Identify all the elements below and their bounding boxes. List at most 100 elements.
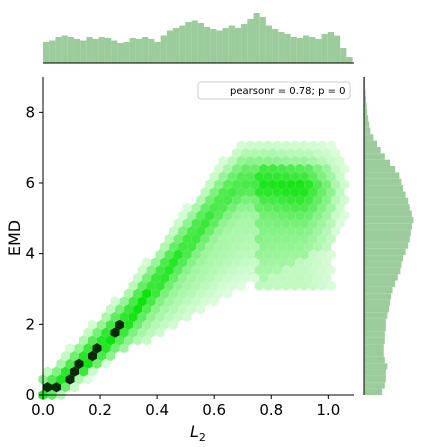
hexbin-cell xyxy=(164,233,174,245)
hexbin-cell xyxy=(286,226,296,237)
y-histogram-bar xyxy=(364,83,366,90)
y-histogram-bar xyxy=(364,115,369,122)
hexbin-cell xyxy=(106,319,116,330)
hexbin-cell xyxy=(214,272,224,284)
hexbin-cell xyxy=(196,257,206,268)
hexbin-cell xyxy=(241,179,251,190)
hexbin-cell xyxy=(236,155,246,167)
y-histogram-bar xyxy=(364,331,385,338)
hexbin-cell xyxy=(191,265,201,276)
hexbin-cell xyxy=(286,241,296,252)
hexbin-cell xyxy=(326,233,336,245)
hexbin-cell xyxy=(227,280,237,291)
x-histogram-bar xyxy=(241,24,248,63)
hexbin-cell xyxy=(277,210,287,221)
hexbin-cell xyxy=(299,218,309,229)
hexbin-cell xyxy=(322,226,332,237)
hexbin-cell xyxy=(277,163,287,174)
x-histogram-bar xyxy=(61,35,68,63)
hexbin-cell xyxy=(214,257,224,268)
hexbin-cell xyxy=(263,280,273,291)
hexbin-cell xyxy=(340,210,350,221)
y-histogram-bar xyxy=(364,121,370,128)
hexbin-cell xyxy=(124,304,134,315)
hexbin-cell xyxy=(173,280,183,291)
hexbin-cell xyxy=(218,202,228,213)
hexbin-cell xyxy=(281,155,291,167)
hexbin-cell xyxy=(241,257,251,268)
hexbin-cell xyxy=(313,226,323,237)
hexbin-cell xyxy=(214,163,224,174)
hexbin-cell xyxy=(200,265,210,276)
hexbin-cell xyxy=(286,272,296,284)
hexbin-cell xyxy=(259,148,269,159)
hexbin-cell xyxy=(245,218,255,229)
hexbin-cell xyxy=(286,148,296,159)
hexbin-cell xyxy=(79,350,88,362)
x-histogram-bar xyxy=(86,37,93,63)
hexbin-cell xyxy=(146,265,156,276)
hexbin-cell xyxy=(272,187,282,198)
hexbin-cell xyxy=(317,140,327,151)
hexbin-cell xyxy=(70,382,79,393)
x-histogram-bar xyxy=(309,37,316,63)
x-marginal-histogram xyxy=(43,13,354,64)
hexbin-cell xyxy=(205,210,215,221)
hexbin-cell xyxy=(241,148,251,159)
hexbin-cell xyxy=(277,226,287,237)
y-histogram-bar xyxy=(364,108,368,116)
hexbin-cell xyxy=(304,272,314,284)
hexbin-cell xyxy=(200,280,210,291)
legend-text: pearsonr = 0.78; p = 0 xyxy=(230,86,346,97)
x-histogram-bar xyxy=(247,19,254,63)
y-histogram-bar xyxy=(364,146,381,154)
hexbin-cell xyxy=(268,194,278,206)
y-histogram-bar xyxy=(364,255,403,262)
hexbin-cell xyxy=(83,358,93,369)
y-histogram-bar xyxy=(364,216,414,224)
hexbin-cell xyxy=(110,327,120,338)
hexbin-cell xyxy=(101,311,111,323)
y-histogram-bar xyxy=(364,166,396,173)
y-histogram-bar xyxy=(364,318,386,326)
hexbin-cell xyxy=(196,241,206,252)
hexbin-cell xyxy=(223,241,233,252)
hexbin-cell xyxy=(191,218,201,229)
x-histogram-bar xyxy=(185,22,192,63)
x-tick-label: 0.8 xyxy=(259,401,283,419)
hexbin-cell xyxy=(101,358,111,369)
hexbin-cell xyxy=(209,187,219,198)
hexbin-cell xyxy=(322,163,332,174)
hexbin-cell xyxy=(200,218,210,229)
hexbin-cell xyxy=(74,374,84,385)
y-histogram-bar xyxy=(364,382,385,389)
hexbin-cell xyxy=(142,257,152,268)
hexbin-cell xyxy=(268,210,278,221)
hexbin-cell xyxy=(214,179,224,190)
hexbin-cell xyxy=(56,358,66,369)
hexbin-cell xyxy=(200,296,210,307)
x-histogram-bar xyxy=(340,48,347,63)
hexbin-cell xyxy=(106,350,116,362)
hexbin-cell xyxy=(245,202,255,213)
hexbin-cell xyxy=(268,241,278,252)
hexbin-cell xyxy=(268,163,278,174)
hexbin-cell xyxy=(61,366,70,377)
hexbin-cell xyxy=(331,148,341,159)
hexbin-cell xyxy=(304,257,314,268)
hexbin-cell xyxy=(119,327,129,338)
y-histogram-bar xyxy=(364,286,393,294)
y-histogram-bar xyxy=(364,267,401,275)
hexbin-cell xyxy=(272,233,282,245)
hexbin-cell xyxy=(290,187,300,198)
hexbin-cell xyxy=(164,249,174,260)
hexbin-cell xyxy=(164,280,174,291)
hexbin-cell xyxy=(317,171,327,182)
hexbin-cell xyxy=(214,210,224,221)
y-histogram-bar xyxy=(364,236,410,243)
hexbin-cell xyxy=(317,249,327,260)
x-histogram-bar xyxy=(290,37,297,63)
hexbin-cell xyxy=(151,272,161,284)
hexbin-cell xyxy=(232,257,242,268)
x-histogram-bar xyxy=(222,28,229,63)
